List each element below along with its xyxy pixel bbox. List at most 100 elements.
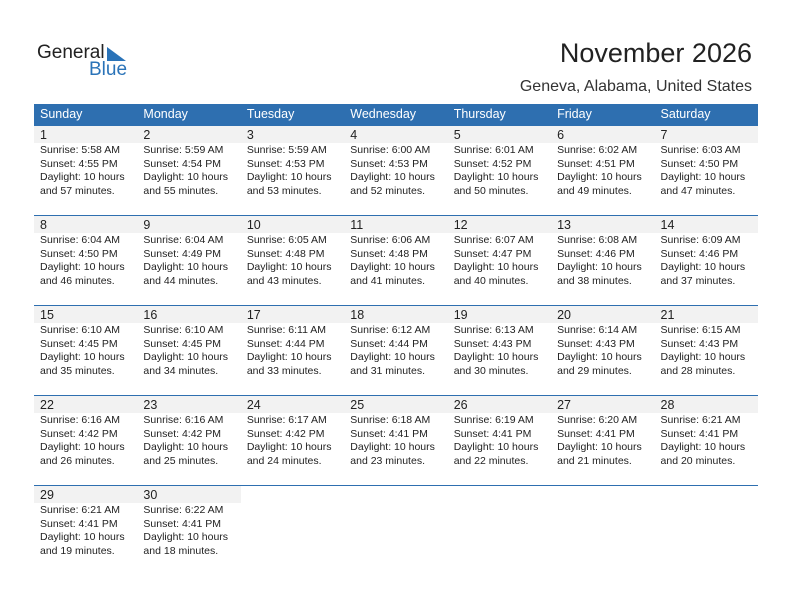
day-cell: 17 Sunrise: 6:11 AM Sunset: 4:44 PM Dayl… xyxy=(240,306,345,395)
daylight: Daylight: 10 hours xyxy=(246,261,332,273)
daylight-minutes: and 49 minutes. xyxy=(557,184,632,197)
day-number: 16 xyxy=(137,306,241,323)
sunset: Sunset: 4:41 PM xyxy=(143,517,222,530)
day-number: 22 xyxy=(34,396,138,413)
daylight: Daylight: 10 hours xyxy=(143,531,229,543)
sunrise: Sunrise: 6:04 AM xyxy=(143,234,224,246)
daylight: Daylight: 10 hours xyxy=(660,351,746,363)
daylight-minutes: and 23 minutes. xyxy=(350,454,425,467)
day-cell: 24 Sunrise: 6:17 AM Sunset: 4:42 PM Dayl… xyxy=(240,396,345,485)
weekday-saturday: Saturday xyxy=(660,107,711,121)
sunrise: Sunrise: 6:13 AM xyxy=(453,324,534,336)
daylight: Daylight: 10 hours xyxy=(246,441,332,453)
sunset: Sunset: 4:44 PM xyxy=(246,337,325,350)
sunset: Sunset: 4:42 PM xyxy=(246,427,325,440)
sunset: Sunset: 4:55 PM xyxy=(40,157,118,170)
day-number: 28 xyxy=(654,396,758,413)
day-number: 15 xyxy=(34,306,138,323)
page-title: November 2026 xyxy=(559,38,752,68)
daylight-minutes: and 20 minutes. xyxy=(660,454,736,467)
sunrise: Sunrise: 6:17 AM xyxy=(246,414,327,426)
weekday-tuesday: Tuesday xyxy=(246,107,295,121)
sunset: Sunset: 4:48 PM xyxy=(246,247,325,260)
week-row: 29 Sunrise: 6:21 AM Sunset: 4:41 PM Dayl… xyxy=(34,485,758,575)
sunset: Sunset: 4:46 PM xyxy=(557,247,635,260)
sunrise: Sunrise: 5:58 AM xyxy=(40,144,120,156)
day-cell: 26 Sunrise: 6:19 AM Sunset: 4:41 PM Dayl… xyxy=(447,396,552,485)
daylight-minutes: and 26 minutes. xyxy=(40,454,115,467)
daylight-minutes: and 43 minutes. xyxy=(246,274,322,287)
location: Geneva, Alabama, United States xyxy=(519,78,752,95)
day-cell: 21 Sunrise: 6:15 AM Sunset: 4:43 PM Dayl… xyxy=(654,306,758,395)
daylight: Daylight: 10 hours xyxy=(557,351,642,363)
day-number: 8 xyxy=(34,216,138,233)
daylight-minutes: and 52 minutes. xyxy=(350,184,425,197)
daylight-minutes: and 35 minutes. xyxy=(40,364,115,377)
day-number: 13 xyxy=(551,216,655,233)
day-number: 4 xyxy=(344,126,448,143)
logo-blue: Blue xyxy=(89,59,128,80)
sunset: Sunset: 4:48 PM xyxy=(350,247,428,260)
day-number: 10 xyxy=(240,216,345,233)
sunset: Sunset: 4:45 PM xyxy=(143,337,222,350)
sunrise: Sunrise: 6:12 AM xyxy=(350,324,431,336)
sunrise: Sunrise: 6:06 AM xyxy=(350,234,431,246)
daylight-minutes: and 46 minutes. xyxy=(40,274,115,287)
sunrise: Sunrise: 6:19 AM xyxy=(453,414,534,426)
daylight: Daylight: 10 hours xyxy=(453,441,539,453)
sunset: Sunset: 4:53 PM xyxy=(350,157,428,170)
daylight: Daylight: 10 hours xyxy=(143,261,229,273)
daylight: Daylight: 10 hours xyxy=(557,261,642,273)
sunset: Sunset: 4:51 PM xyxy=(557,157,635,170)
daylight: Daylight: 10 hours xyxy=(40,261,125,273)
day-cell: 30 Sunrise: 6:22 AM Sunset: 4:41 PM Dayl… xyxy=(137,486,241,575)
week-row: 1 Sunrise: 5:58 AM Sunset: 4:55 PM Dayli… xyxy=(34,125,758,215)
day-number: 18 xyxy=(344,306,448,323)
weekday-thursday: Thursday xyxy=(453,107,506,121)
daylight: Daylight: 10 hours xyxy=(453,261,539,273)
day-number: 3 xyxy=(240,126,345,143)
sunset: Sunset: 4:42 PM xyxy=(143,427,222,440)
daylight: Daylight: 10 hours xyxy=(40,531,125,543)
sunset: Sunset: 4:42 PM xyxy=(40,427,118,440)
day-number: 1 xyxy=(34,126,138,143)
daylight-minutes: and 28 minutes. xyxy=(660,364,736,377)
sunrise: Sunrise: 6:08 AM xyxy=(557,234,638,246)
daylight: Daylight: 10 hours xyxy=(246,351,332,363)
sunrise: Sunrise: 6:01 AM xyxy=(453,144,534,156)
sunset: Sunset: 4:43 PM xyxy=(453,337,532,350)
sunset: Sunset: 4:53 PM xyxy=(246,157,325,170)
sunset: Sunset: 4:50 PM xyxy=(660,157,739,170)
daylight-minutes: and 33 minutes. xyxy=(246,364,322,377)
daylight-minutes: and 25 minutes. xyxy=(143,454,219,467)
day-number: 26 xyxy=(447,396,552,413)
daylight: Daylight: 10 hours xyxy=(246,171,332,183)
sunset: Sunset: 4:54 PM xyxy=(143,157,222,170)
sunrise: Sunrise: 5:59 AM xyxy=(143,144,224,156)
day-number: 30 xyxy=(137,486,241,503)
daylight: Daylight: 10 hours xyxy=(40,171,125,183)
day-cell: 2 Sunrise: 5:59 AM Sunset: 4:54 PM Dayli… xyxy=(137,126,241,215)
day-cell: 1 Sunrise: 5:58 AM Sunset: 4:55 PM Dayli… xyxy=(34,126,138,215)
daylight-minutes: and 57 minutes. xyxy=(40,184,115,197)
day-number: 29 xyxy=(34,486,138,503)
daylight-minutes: and 19 minutes. xyxy=(40,544,115,557)
daylight: Daylight: 10 hours xyxy=(40,351,125,363)
sunset: Sunset: 4:50 PM xyxy=(40,247,118,260)
day-cell: 14 Sunrise: 6:09 AM Sunset: 4:46 PM Dayl… xyxy=(654,216,758,305)
daylight: Daylight: 10 hours xyxy=(453,351,539,363)
sunset: Sunset: 4:41 PM xyxy=(557,427,635,440)
sunrise: Sunrise: 6:02 AM xyxy=(557,144,638,156)
weekday-sunday: Sunday xyxy=(40,107,83,121)
calendar: Sunday Monday Tuesday Wednesday Thursday Frid… xyxy=(34,104,758,575)
weekday-friday: Friday xyxy=(557,107,592,121)
weekday-header: Sunday Monday Tuesday Wednesday Thursday Frid… xyxy=(34,104,758,125)
sunrise: Sunrise: 5:59 AM xyxy=(246,144,327,156)
sunset: Sunset: 4:49 PM xyxy=(143,247,222,260)
day-number: 14 xyxy=(654,216,758,233)
day-cell: 29 Sunrise: 6:21 AM Sunset: 4:41 PM Dayl… xyxy=(34,486,138,575)
day-number: 2 xyxy=(137,126,241,143)
sunset: Sunset: 4:52 PM xyxy=(453,157,532,170)
day-cell: 18 Sunrise: 6:12 AM Sunset: 4:44 PM Dayl… xyxy=(344,306,448,395)
daylight-minutes: and 18 minutes. xyxy=(143,544,219,557)
